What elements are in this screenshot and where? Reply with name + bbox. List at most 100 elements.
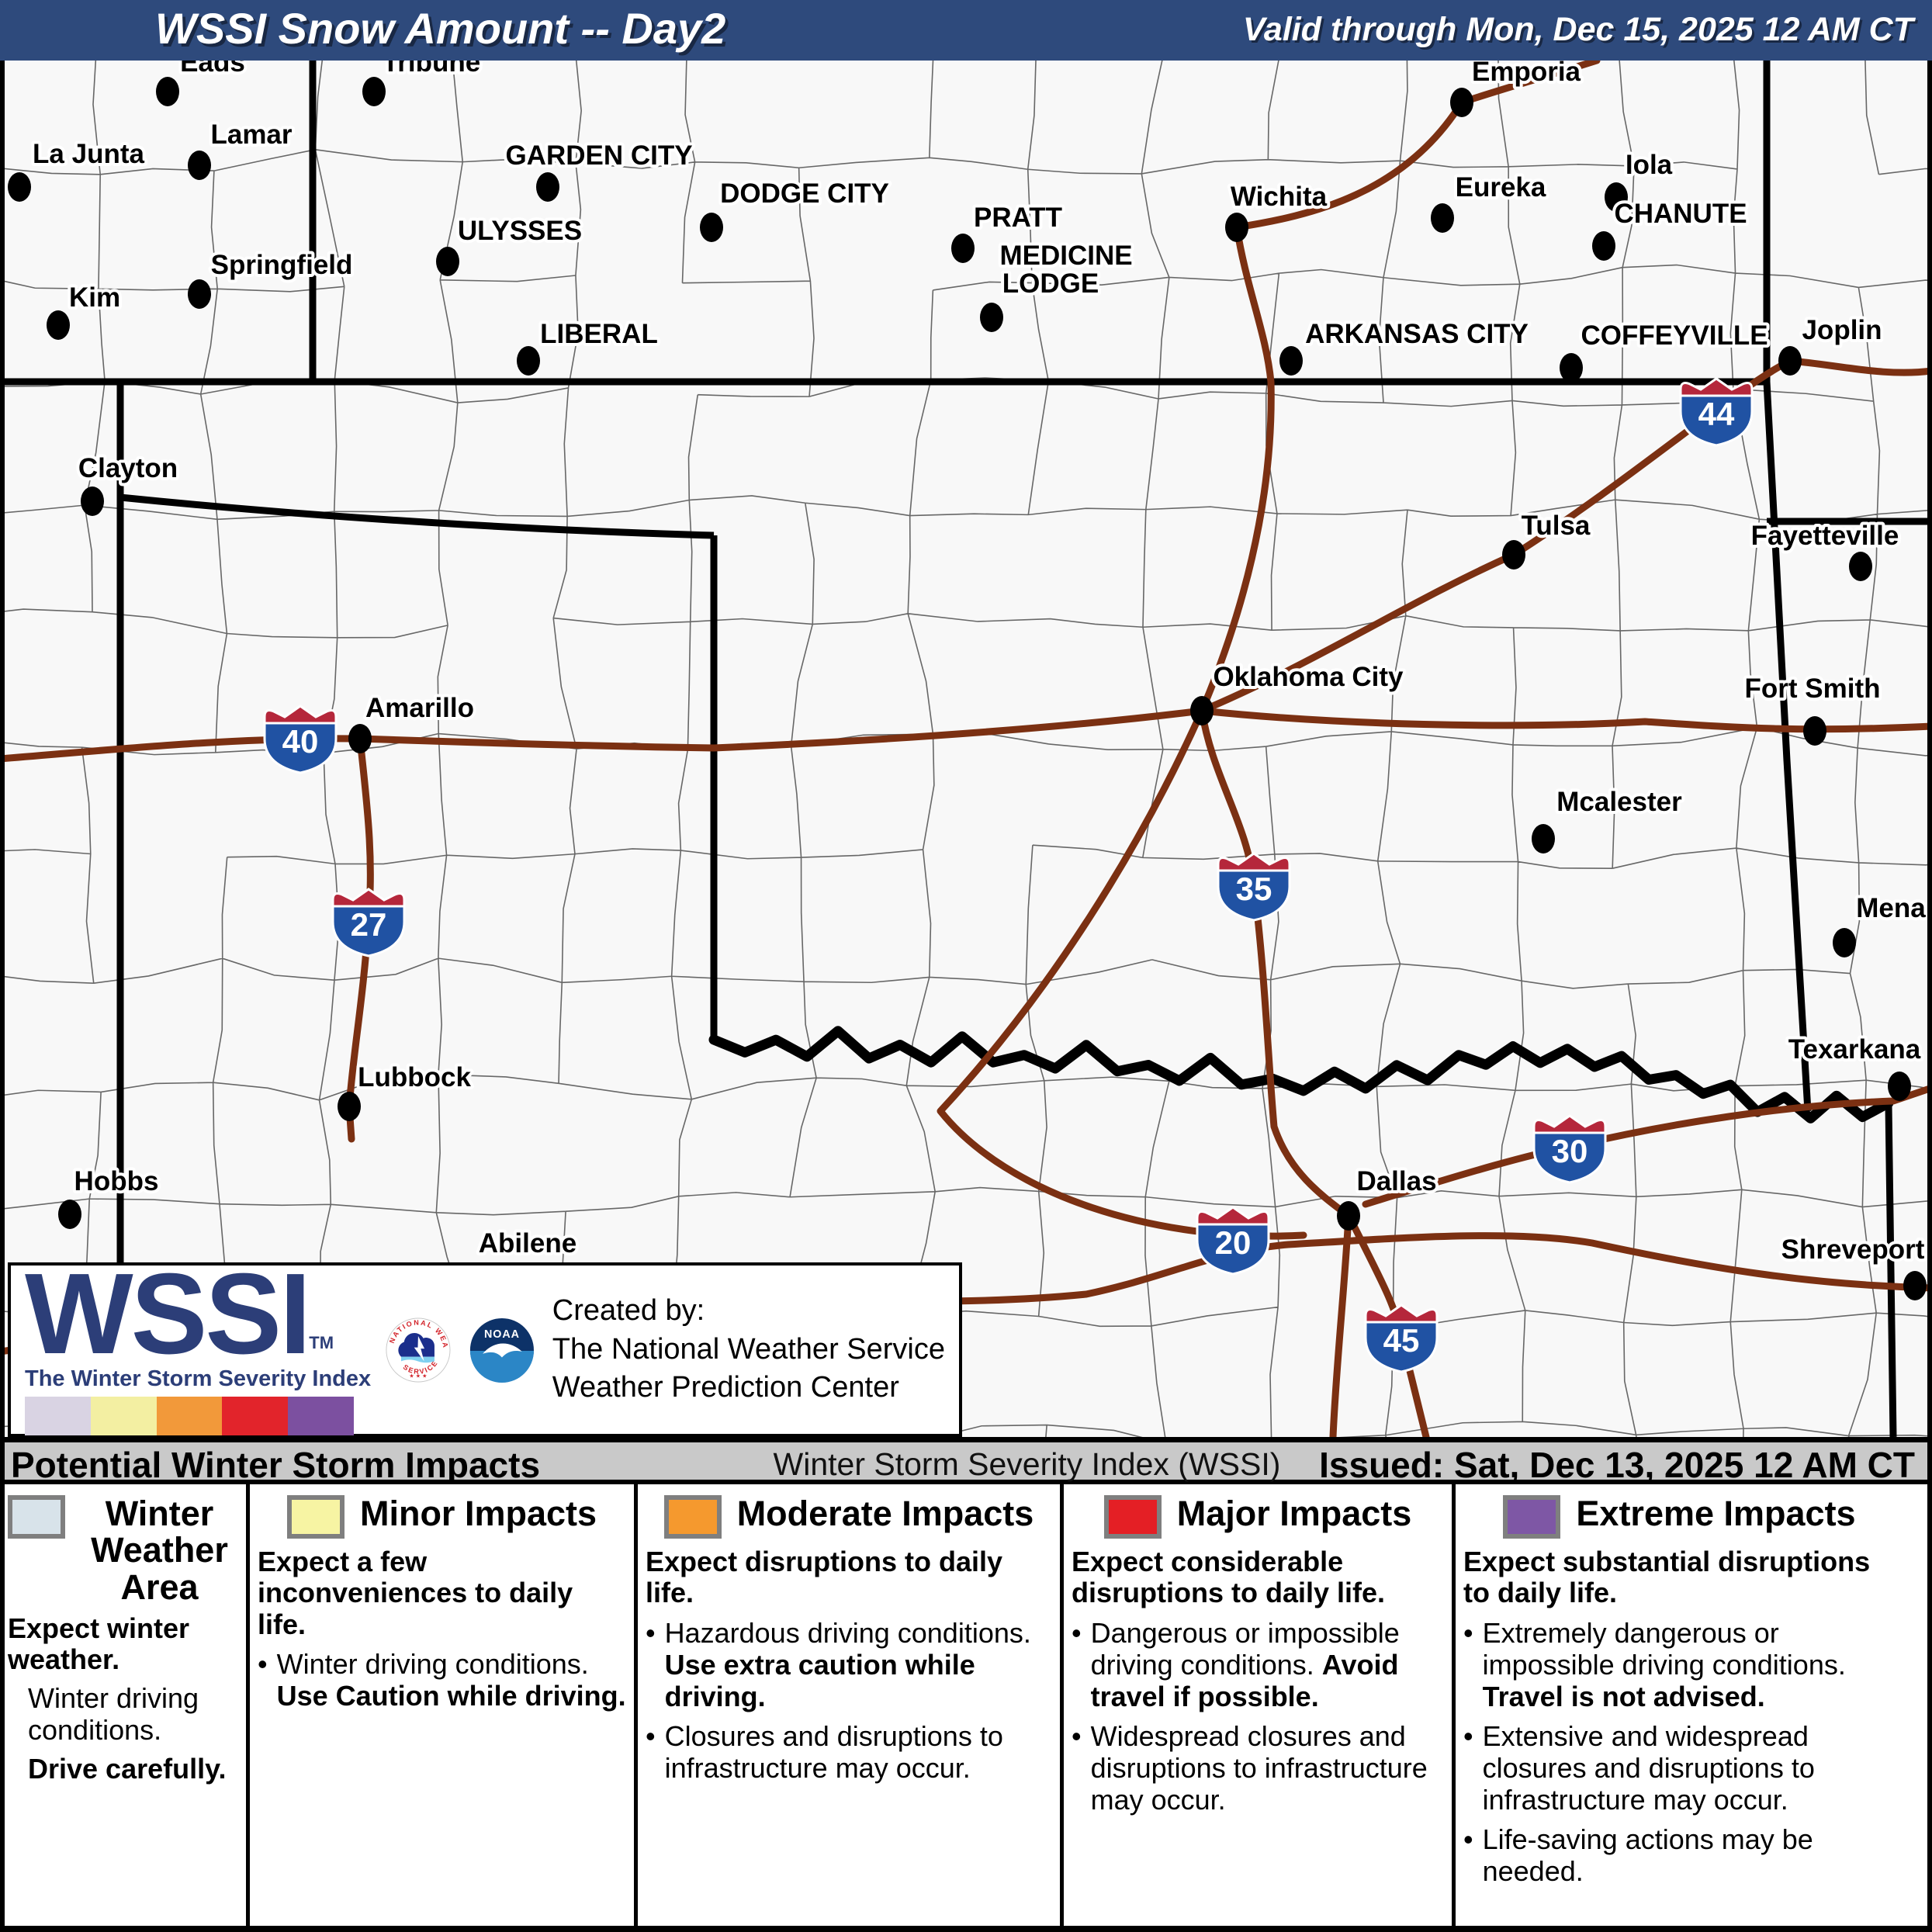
state-border-line <box>1763 61 1812 1112</box>
city-label: ARKANSAS CITY <box>1305 319 1529 349</box>
bullet-text: Extensive and widespread closures and di… <box>1483 1720 1896 1816</box>
legend-title: Minor Impacts <box>359 1494 597 1533</box>
city-markers: Eads Tribune La Junta Lamar GARDEN CITY ULYSS… <box>8 61 1929 1300</box>
city-marker-amarillo: Amarillo <box>348 690 477 753</box>
shield-body <box>263 722 338 774</box>
city-dot <box>436 247 459 276</box>
city-marker-lamar: Lamar <box>188 116 296 180</box>
city-marker-coffeyville: COFFEYVILLE <box>1560 317 1771 383</box>
city-dot <box>1560 353 1583 383</box>
shield-crown <box>263 705 338 726</box>
bullet-text: Closures and disruptions to infrastructu… <box>665 1720 1052 1784</box>
city-dot <box>1190 696 1214 725</box>
city-marker-garden-city: GARDEN CITY <box>502 137 696 202</box>
status-center-title: Winter Storm Severity Index (WSSI) <box>773 1446 1281 1482</box>
city-dot <box>1225 213 1248 242</box>
city-label: DODGE CITY <box>720 178 889 209</box>
interstate-shield-27: 27 <box>331 888 406 957</box>
shield-crown <box>1217 852 1291 874</box>
legend-swatch-extreme-impacts <box>1503 1495 1561 1539</box>
city-label: Fayetteville <box>1751 521 1899 551</box>
city-marker-la-junta: La Junta <box>8 136 147 202</box>
interstate-shield-30: 30 <box>1532 1114 1607 1184</box>
shield-number: 27 <box>351 906 387 943</box>
state-border-line <box>1885 1104 1897 1437</box>
legend-title: Major Impacts <box>1176 1494 1412 1533</box>
city-marker-hobbs: Hobbs <box>58 1163 161 1229</box>
city-label: Shreveport <box>1781 1234 1925 1265</box>
legend-paragraph: Winter driving conditions. <box>8 1683 238 1746</box>
city-dot <box>536 172 559 202</box>
city-marker-mcalester: Mcalester <box>1532 784 1685 853</box>
city-label: Emporia <box>1472 61 1581 87</box>
city-label: Clayton <box>78 453 178 483</box>
legend-header: Moderate Impacts <box>646 1495 1052 1539</box>
city-label: Fort Smith <box>1745 673 1881 704</box>
legend-bullet-item: • Extensive and widespread closures and d… <box>1463 1720 1896 1816</box>
city-marker-clayton: Clayton <box>75 450 181 516</box>
city-dot <box>1502 540 1525 570</box>
interstate-shield-20: 20 <box>1196 1206 1270 1276</box>
page-title: WSSI Snow Amount -- Day2 <box>155 4 726 53</box>
legend-title: Winter Weather Area <box>91 1494 228 1607</box>
city-dot <box>348 724 372 753</box>
city-label: GARDEN CITY <box>505 140 692 171</box>
city-label: MEDICINE <box>999 241 1132 271</box>
frame-right <box>1927 61 1932 1932</box>
legend-bullet-item: • Life-saving actions may be needed. <box>1463 1823 1896 1887</box>
city-label: ULYSSES <box>458 216 582 246</box>
city-dot <box>8 172 31 202</box>
city-marker-abilene: Abilene <box>476 1225 580 1293</box>
city-label: CHANUTE <box>1614 199 1747 229</box>
legend-column-moderate-impacts: Moderate Impacts Expect disruptions to da… <box>638 1484 1064 1926</box>
bullet-dot: • <box>646 1616 656 1649</box>
shield-number: 20 <box>1215 1224 1252 1261</box>
legend-text-segment: Expect a few inconveniences to daily lif… <box>258 1546 573 1640</box>
interstate-shield-40: 40 <box>263 705 338 774</box>
legend-text-segment: Life-saving actions may be needed. <box>1482 1823 1813 1887</box>
city-marker-shreveport: Shreveport <box>1778 1231 1928 1300</box>
shield-number: 44 <box>1698 396 1735 432</box>
legend-text-segment: Widespread closures and disruptions to i… <box>1090 1719 1428 1816</box>
city-marker-wichita: Wichita <box>1225 178 1331 242</box>
legend-paragraph: Expect disruptions to daily life. <box>646 1546 1052 1609</box>
city-label: LIBERAL <box>540 319 658 349</box>
city-dot <box>58 1200 81 1229</box>
city-label: Joplin <box>1802 315 1882 345</box>
city-dot <box>1605 182 1628 212</box>
city-dot <box>1833 928 1856 957</box>
city-label: PRATT <box>974 203 1062 233</box>
city-label: Kim <box>69 282 120 313</box>
bullet-dot: • <box>1072 1616 1082 1649</box>
nws-logo-icon: NATIONAL WEATHER SERVICE ★ ★ ★ <box>386 1317 451 1383</box>
shield-body <box>1364 1321 1439 1373</box>
shield-crown <box>1532 1114 1607 1136</box>
shield-number: 30 <box>1552 1133 1588 1169</box>
noaa-logo-icon: NOAA <box>469 1317 534 1383</box>
city-marker-iola: Iola <box>1605 147 1676 212</box>
city-marker-arkansas-city: ARKANSAS CITY <box>1279 316 1532 376</box>
city-marker-liberal: LIBERAL <box>517 316 661 376</box>
city-label: Texarkana <box>1788 1034 1921 1065</box>
city-label: Oklahoma City <box>1213 662 1404 692</box>
shield-crown <box>1679 377 1754 399</box>
legend-text-segment: Travel is not advised. <box>1482 1680 1765 1712</box>
legend-header: Minor Impacts <box>258 1495 626 1539</box>
city-dot <box>47 310 70 340</box>
city-dot <box>1903 1271 1927 1300</box>
legend-bullet-item: • Dangerous or impossible driving conditi… <box>1072 1617 1444 1712</box>
city-dot <box>1803 716 1826 746</box>
city-dot <box>1450 88 1473 117</box>
interstate-shield-45: 45 <box>1364 1304 1439 1373</box>
city-label: Amarillo <box>365 693 474 723</box>
bullet-text: Widespread closures and disruptions to i… <box>1091 1720 1444 1816</box>
wssi-subtitle: The Winter Storm Severity Index <box>25 1366 372 1392</box>
legend-title: Extreme Impacts <box>1576 1494 1856 1533</box>
legend-column-winter-weather-area: Winter Weather Area Expect winter weather… <box>0 1484 250 1926</box>
interstate-road <box>1198 61 1601 1437</box>
state-borders <box>0 61 1932 1437</box>
status-bar: Potential Winter Storm Impacts Winter St… <box>0 1437 1932 1485</box>
city-marker-kim: Kim <box>47 279 123 340</box>
wssi-severity-strip <box>25 1397 354 1436</box>
city-marker-tribune: Tribune <box>362 61 483 106</box>
